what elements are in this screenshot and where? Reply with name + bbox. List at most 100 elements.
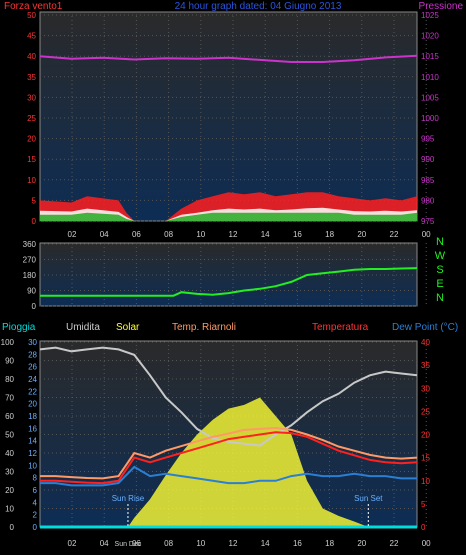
sun-annotations: Sun Rise Sun Set Sun Dec bbox=[112, 494, 384, 548]
legend-label: Temp. Riarnoli bbox=[172, 322, 236, 333]
x-tick-label: 18 bbox=[325, 230, 334, 239]
rain-tick-label: 60 bbox=[5, 412, 14, 421]
pressure-tick-label: 985 bbox=[421, 176, 435, 185]
compass-label: E bbox=[436, 278, 443, 290]
x-tick-label: 08 bbox=[164, 230, 173, 239]
x-tick-label: 10 bbox=[196, 539, 205, 548]
wind-series-area bbox=[40, 212, 417, 221]
series-line bbox=[40, 431, 418, 485]
compass-label: W bbox=[435, 250, 446, 262]
humidity-tick-label: 12 bbox=[28, 449, 37, 458]
temperature-tick-label: 5 bbox=[421, 500, 426, 509]
x-tick-label: 22 bbox=[390, 230, 399, 239]
humidity-tick-label: 28 bbox=[28, 350, 37, 359]
humidity-tick-label: 0 bbox=[33, 523, 38, 532]
rain-tick-label: 90 bbox=[5, 357, 14, 366]
wind-axis-title: Forza vento1 bbox=[4, 1, 63, 12]
legend-label: Temperatura bbox=[312, 322, 369, 333]
humidity-tick-label: 26 bbox=[28, 363, 37, 372]
wind-tick-label: 20 bbox=[27, 135, 36, 144]
rain-tick-label: 20 bbox=[5, 486, 14, 495]
temperature-axis: 40 35 30 25 20 15 10 5 0 bbox=[421, 338, 430, 532]
wind-direction-line bbox=[40, 267, 418, 297]
wind-pressure-plot-area bbox=[39, 11, 418, 222]
pressure-line bbox=[39, 54, 418, 63]
humidity-tick-label: 10 bbox=[28, 461, 37, 470]
temperature-tick-label: 20 bbox=[421, 431, 430, 440]
humidity-tick-label: 30 bbox=[28, 338, 37, 347]
pressure-tick-label: 975 bbox=[421, 217, 435, 226]
compass-label: N bbox=[436, 292, 444, 304]
wind-tick-label: 30 bbox=[27, 93, 36, 102]
humidity-tick-label: 20 bbox=[28, 400, 37, 409]
series-line bbox=[39, 346, 418, 447]
pressure-tick-label: 1005 bbox=[421, 93, 439, 102]
wind-pressure-x-axis: 02 04 06 08 10 12 14 16 18 20 22 00 bbox=[68, 230, 432, 239]
humidity-tick-label: 2 bbox=[33, 511, 38, 520]
wind-pressure-series bbox=[39, 54, 418, 221]
temperature-tick-label: 0 bbox=[421, 523, 426, 532]
temperature-legend: Pioggia Umidita Solar Temp. Riarnoli Tempera… bbox=[2, 322, 458, 333]
temperature-tick-label: 35 bbox=[421, 361, 430, 370]
legend-label: Umidita bbox=[66, 322, 100, 333]
wind-tick-label: 40 bbox=[27, 52, 36, 61]
temperature-series bbox=[39, 346, 418, 529]
humidity-tick-label: 24 bbox=[28, 375, 37, 384]
rain-tick-label: 70 bbox=[5, 394, 14, 403]
pressure-tick-label: 990 bbox=[421, 155, 435, 164]
sun-rise-label: Sun Rise bbox=[112, 494, 145, 503]
legend-label: Dew Point (°C) bbox=[392, 322, 458, 333]
rain-tick-label: 0 bbox=[10, 523, 15, 532]
rain-tick-label: 10 bbox=[5, 505, 14, 514]
temperature-tick-label: 30 bbox=[421, 384, 430, 393]
x-tick-label: 12 bbox=[229, 539, 238, 548]
direction-tick-label: 90 bbox=[27, 287, 36, 296]
x-tick-label: 16 bbox=[293, 230, 302, 239]
wind-tick-label: 10 bbox=[27, 176, 36, 185]
legend-label: Pioggia bbox=[2, 322, 36, 333]
x-tick-label: 10 bbox=[196, 230, 205, 239]
x-tick-label: 18 bbox=[325, 539, 334, 548]
direction-tick-label: 270 bbox=[23, 256, 37, 265]
temperature-tick-label: 25 bbox=[421, 407, 430, 416]
rain-tick-label: 40 bbox=[5, 449, 14, 458]
compass-label: S bbox=[436, 264, 443, 276]
pressure-tick-label: 1015 bbox=[421, 52, 439, 61]
x-tick-label: 22 bbox=[390, 539, 399, 548]
wind-tick-label: 15 bbox=[27, 155, 36, 164]
series-line bbox=[40, 426, 418, 480]
pressure-axis-title: Pressione bbox=[419, 1, 464, 12]
sun-dec-label: Sun Dec bbox=[115, 541, 142, 548]
compass-label: N bbox=[436, 236, 444, 248]
pressure-right-axis: 1025 1020 1015 1010 1005 1000 995 990 985 980 975 bbox=[421, 11, 439, 226]
wind-tick-label: 35 bbox=[27, 73, 36, 82]
rain-tick-label: 30 bbox=[5, 468, 14, 477]
x-tick-label: 02 bbox=[68, 539, 77, 548]
x-tick-label: 04 bbox=[100, 230, 109, 239]
pressure-tick-label: 980 bbox=[421, 196, 435, 205]
humidity-tick-label: 18 bbox=[28, 412, 37, 421]
wind-tick-label: 45 bbox=[27, 32, 36, 41]
pressure-tick-label: 1020 bbox=[421, 32, 439, 41]
sun-set-label: Sun Set bbox=[354, 494, 383, 503]
humidity-tick-label: 4 bbox=[33, 498, 38, 507]
chart-title: 24 hour graph dated: 04 Giugno 2013 bbox=[175, 1, 342, 12]
legend-label: Solar bbox=[116, 322, 140, 333]
x-tick-label: 02 bbox=[68, 230, 77, 239]
pressure-tick-label: 1000 bbox=[421, 114, 439, 123]
wind-direction-series bbox=[40, 267, 418, 297]
direction-tick-label: 180 bbox=[23, 271, 37, 280]
temperature-x-axis: 02 04 06 08 10 12 14 16 18 20 22 00 bbox=[68, 539, 432, 548]
direction-tick-label: 0 bbox=[32, 302, 37, 311]
x-tick-label: 06 bbox=[132, 539, 141, 548]
x-tick-label: 08 bbox=[164, 539, 173, 548]
x-tick-label: 00 bbox=[422, 539, 431, 548]
x-tick-label: 14 bbox=[261, 230, 270, 239]
rain-tick-label: 50 bbox=[5, 431, 14, 440]
wind-tick-label: 5 bbox=[32, 196, 37, 205]
